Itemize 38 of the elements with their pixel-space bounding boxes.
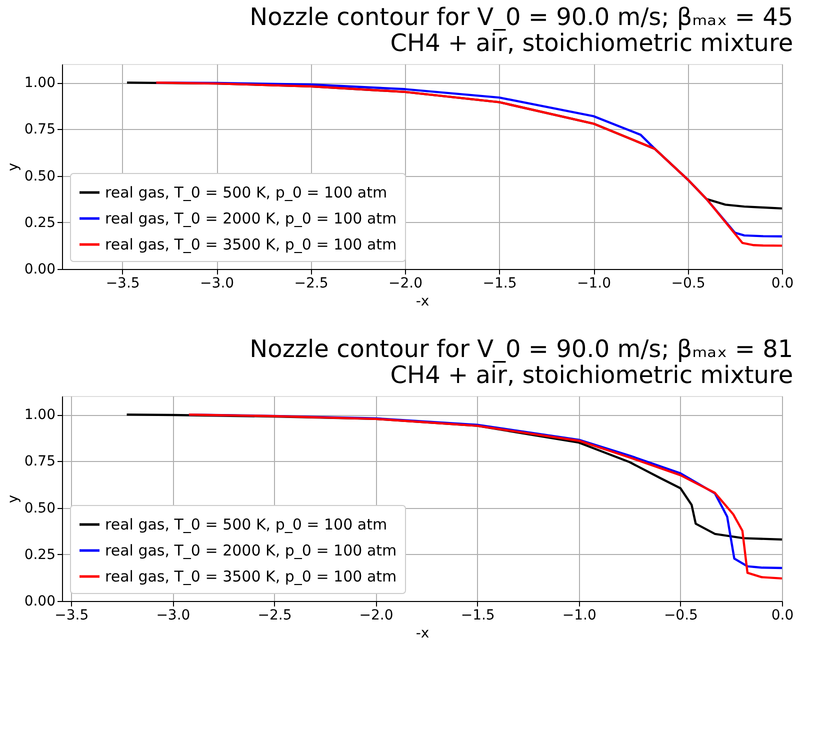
x-tick-label: −2.0 — [388, 276, 423, 292]
y-tick-label: 0.00 — [24, 594, 56, 610]
x-axis-title: -x — [416, 626, 430, 642]
x-axis-title: -x — [416, 294, 430, 310]
chart-title: Nozzle contour for V_0 = 90.0 m/s; βₘₐₓ = 45 — [250, 3, 794, 31]
y-tick-label: 1.00 — [24, 75, 56, 92]
x-tick-label: −2.5 — [294, 276, 328, 292]
x-tick-label: −2.5 — [258, 608, 292, 624]
y-tick-label: 0.50 — [24, 500, 56, 516]
x-tick-label: −3.5 — [54, 608, 89, 624]
y-tick-label: 0.25 — [24, 214, 56, 231]
y-axis-title: y — [5, 162, 22, 172]
legend-label: real gas, T_0 = 3500 K, p_0 = 100 atm — [105, 236, 397, 254]
legend-label: real gas, T_0 = 500 K, p_0 = 100 atm — [105, 184, 388, 202]
x-tick-label: −3.0 — [200, 276, 234, 292]
y-tick-label: 0.00 — [24, 262, 56, 278]
legend-label: real gas, T_0 = 2000 K, p_0 = 100 atm — [105, 542, 397, 560]
y-tick-label: 0.75 — [24, 122, 56, 138]
y-tick-label: 0.75 — [24, 454, 56, 470]
x-tick-label: −3.5 — [106, 276, 140, 292]
x-tick-label: −1.0 — [562, 608, 596, 624]
legend-label: real gas, T_0 = 2000 K, p_0 = 100 atm — [105, 210, 397, 228]
x-tick-label: 0.0 — [771, 608, 794, 624]
x-tick-label: −0.5 — [671, 276, 706, 292]
y-axis-title: y — [5, 494, 22, 504]
legend-label: real gas, T_0 = 3500 K, p_0 = 100 atm — [105, 568, 397, 586]
y-tick-label: 0.50 — [24, 168, 56, 184]
y-tick-label: 1.00 — [24, 407, 56, 424]
chart-title: Nozzle contour for V_0 = 90.0 m/s; βₘₐₓ = 81 — [250, 335, 794, 363]
x-tick-label: −1.5 — [482, 276, 517, 292]
y-tick-label: 0.25 — [24, 546, 56, 563]
x-tick-label: −2.0 — [359, 608, 394, 624]
x-tick-label: −1.0 — [577, 276, 612, 292]
x-tick-label: −1.5 — [460, 608, 495, 624]
x-tick-label: −0.5 — [664, 608, 698, 624]
legend-label: real gas, T_0 = 500 K, p_0 = 100 atm — [105, 516, 388, 534]
x-tick-label: −3.0 — [156, 608, 190, 624]
x-tick-label: 0.0 — [771, 276, 794, 292]
